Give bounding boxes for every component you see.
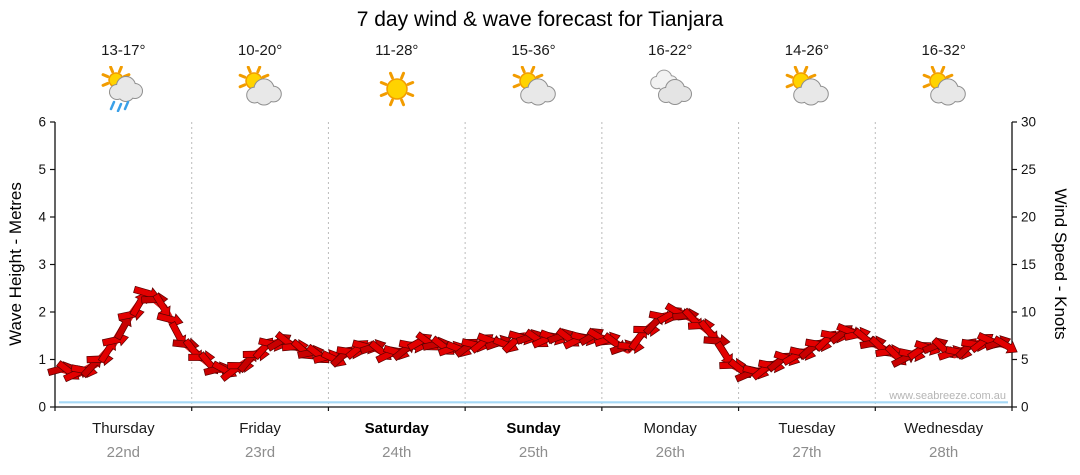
wind-arrows-group <box>47 285 1018 383</box>
day-name-label: Sunday <box>506 420 561 437</box>
watermark: www.seabreeze.com.au <box>889 390 1006 402</box>
wind-arrow <box>992 335 1018 354</box>
weather-icon-sun-cloud <box>781 65 833 112</box>
day-date-label: 27th <box>792 444 822 461</box>
wind-arrow <box>156 312 184 328</box>
day-date-label: 25th <box>518 444 549 461</box>
right-axis-tick-label: 30 <box>1021 115 1036 130</box>
temperature-range: 14-26° <box>784 42 830 59</box>
left-axis-tick-label: 2 <box>38 305 46 320</box>
temperature-range: 16-32° <box>921 42 966 59</box>
weather-icon-sun-cloud <box>234 65 286 112</box>
wind-arrow <box>703 334 731 349</box>
right-axis-tick-label: 10 <box>1021 305 1036 320</box>
day-name-label: Wednesday <box>904 420 984 437</box>
weather-icon-sun-cloud-showers <box>97 65 149 113</box>
right-axis-tick-label: 25 <box>1021 162 1036 177</box>
temperature-range: 15-36° <box>511 42 556 59</box>
left-axis-title: Wave Height - Metres <box>6 182 25 346</box>
right-axis-tick-label: 5 <box>1021 352 1029 367</box>
day-date-label: 26th <box>655 444 685 461</box>
page-title: 7 day wind & wave forecast for Tianjara <box>356 8 724 31</box>
temperature-range: 13-17° <box>101 42 146 59</box>
left-axis-tick-label: 0 <box>38 400 46 415</box>
left-axis-tick-label: 1 <box>38 352 46 367</box>
right-axis-title: Wind Speed - Knots <box>1051 188 1070 340</box>
weather-icon-sun-cloud <box>508 65 560 112</box>
left-axis-tick-label: 3 <box>38 257 46 272</box>
weather-icon-sun-cloud <box>918 65 970 112</box>
day-name-label: Tuesday <box>778 420 836 437</box>
temperature-range: 11-28° <box>375 42 419 59</box>
day-date-label: 22nd <box>106 444 141 461</box>
left-axis-tick-label: 5 <box>38 162 46 177</box>
day-name-label: Monday <box>643 420 697 437</box>
left-axis-tick-label: 4 <box>38 210 46 225</box>
day-name-label: Friday <box>239 420 281 437</box>
day-name-label: Thursday <box>92 420 155 437</box>
right-axis-tick-label: 20 <box>1021 210 1036 225</box>
day-date-label: 24th <box>382 444 412 461</box>
left-axis-tick-label: 6 <box>38 115 46 130</box>
temperature-range: 16-22° <box>648 42 693 59</box>
wind-arrow <box>114 315 132 341</box>
temperature-range: 10-20° <box>237 42 283 59</box>
right-axis-tick-label: 0 <box>1021 400 1029 415</box>
weather-icon-sunny <box>371 66 423 112</box>
right-axis-tick-label: 15 <box>1021 257 1036 272</box>
day-date-label: 23rd <box>245 444 276 461</box>
day-name-label: Saturday <box>364 420 429 437</box>
day-date-label: 28th <box>929 444 959 461</box>
weather-icon-cloudy <box>644 66 696 112</box>
